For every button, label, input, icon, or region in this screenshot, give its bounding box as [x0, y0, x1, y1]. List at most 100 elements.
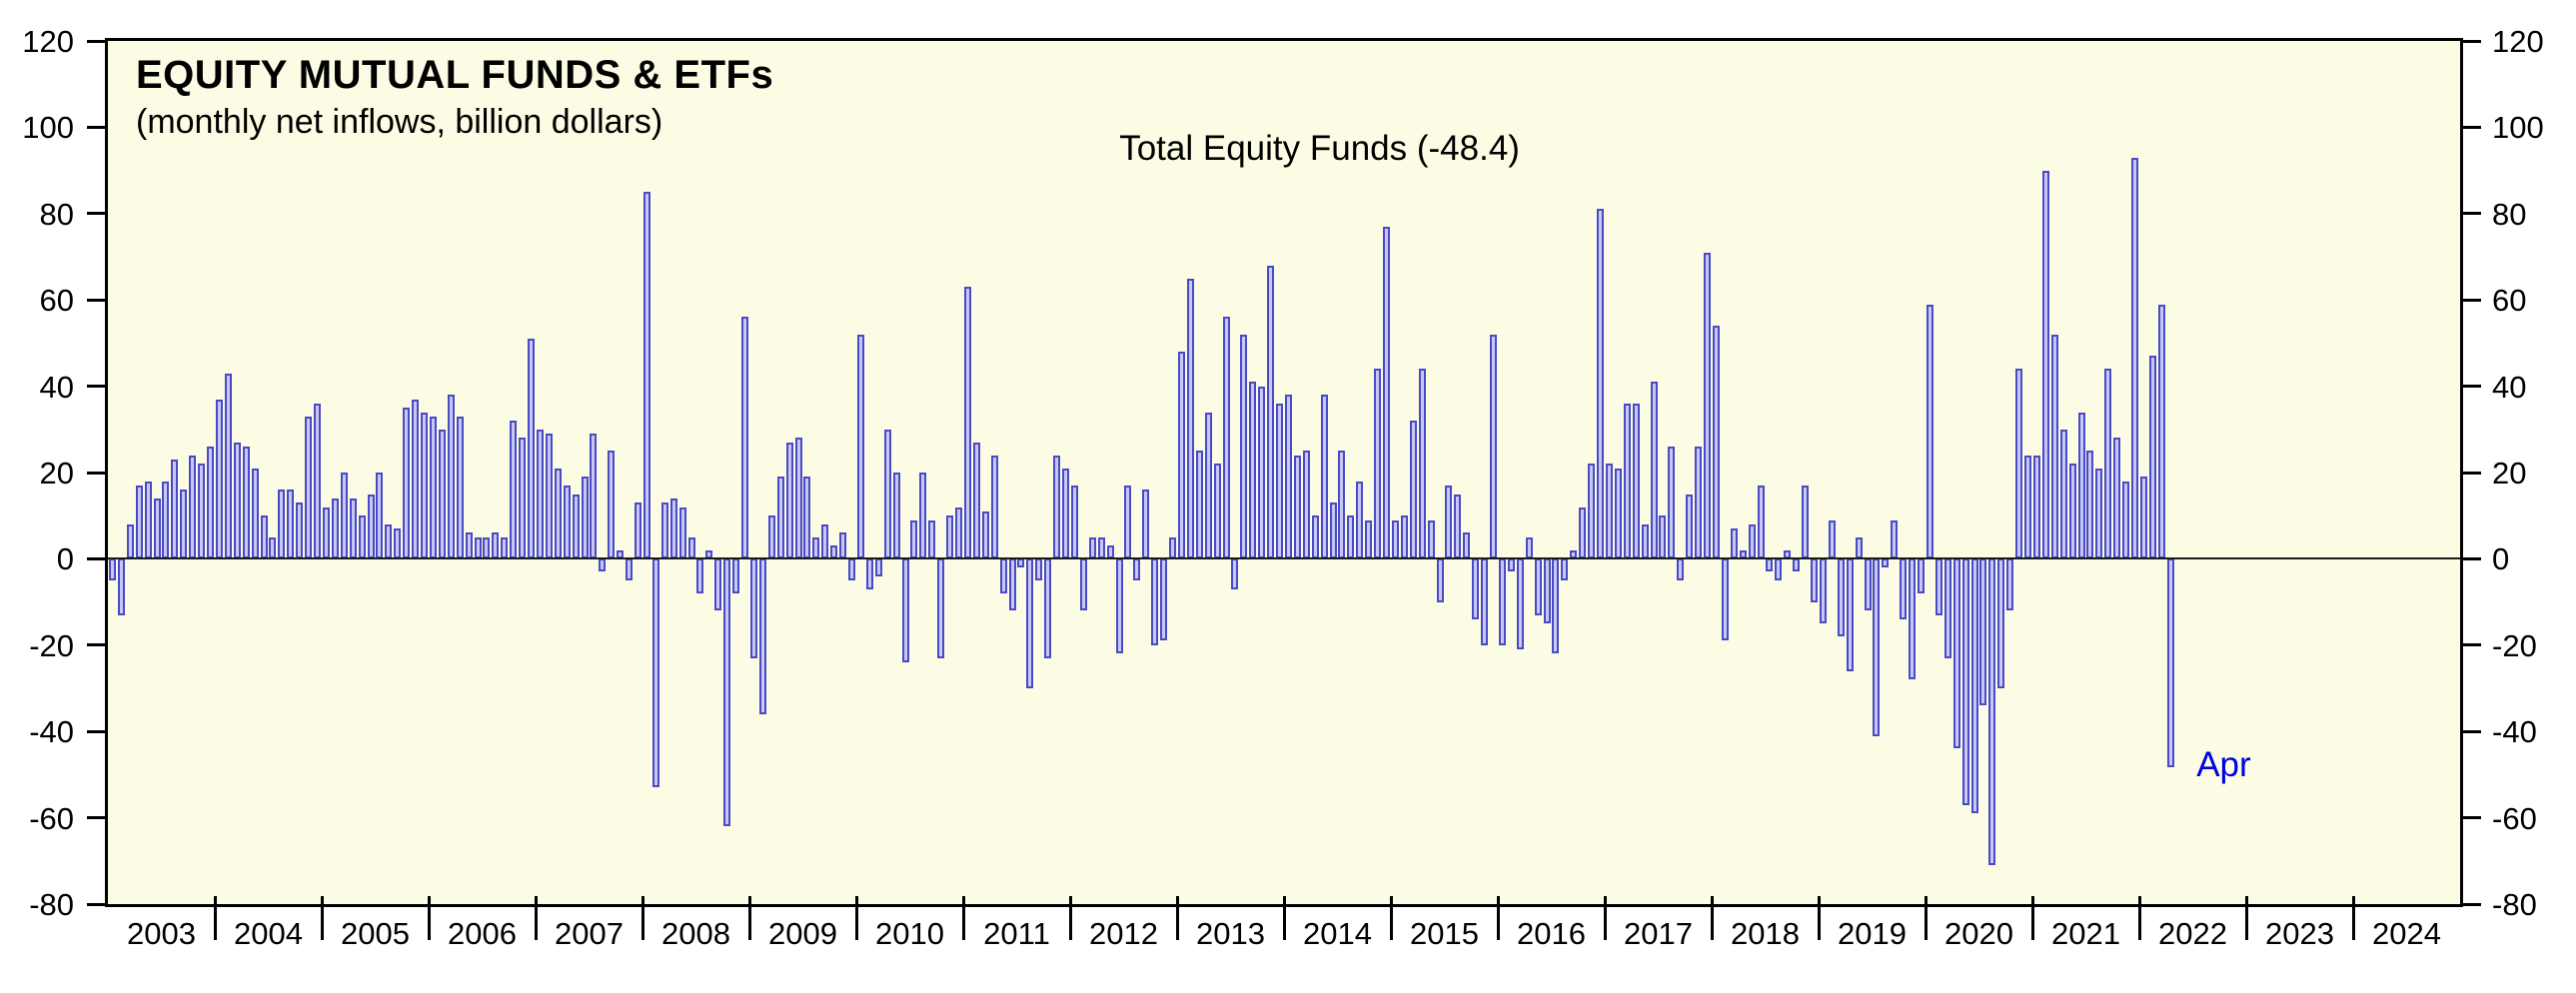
- bar: [1766, 558, 1774, 572]
- y-axis-tick-right: [2463, 385, 2481, 389]
- bar: [1079, 558, 1087, 611]
- y-axis-tick-left: [87, 385, 105, 389]
- bar: [590, 434, 598, 559]
- bar: [581, 477, 589, 559]
- bar: [848, 558, 856, 580]
- bar: [910, 519, 918, 559]
- bar: [1579, 506, 1587, 559]
- bar: [946, 515, 954, 559]
- bar: [1463, 532, 1471, 559]
- y-axis-tick-left: [87, 729, 105, 733]
- y-axis-tick-left: [87, 556, 105, 560]
- bar: [260, 515, 268, 559]
- bar: [2122, 481, 2130, 559]
- bar: [1124, 485, 1132, 559]
- x-axis-tick: [1282, 896, 1286, 940]
- bar: [358, 515, 366, 559]
- x-axis-tick: [854, 896, 858, 940]
- x-axis-tick: [641, 896, 644, 940]
- y-axis-tick-right: [2463, 125, 2481, 129]
- x-axis-tick: [1389, 896, 1393, 940]
- bar: [2148, 356, 2156, 559]
- bar: [1258, 386, 1266, 559]
- bar: [1053, 455, 1061, 559]
- bar: [1802, 485, 1810, 559]
- bar: [376, 473, 384, 559]
- x-axis-tick: [2351, 896, 2355, 940]
- bar: [242, 447, 250, 559]
- bar: [643, 192, 650, 559]
- bar: [874, 558, 882, 576]
- bar: [1614, 468, 1622, 559]
- y-axis-tick-left: [87, 298, 105, 302]
- bar: [1249, 382, 1257, 559]
- y-axis-label-right: 40: [2492, 369, 2527, 405]
- bar: [1934, 558, 1942, 615]
- bar: [856, 334, 864, 559]
- y-axis-tick-right: [2463, 643, 2481, 647]
- bar: [438, 429, 446, 559]
- bar: [1347, 515, 1355, 559]
- bar: [1730, 528, 1738, 559]
- bar: [1177, 352, 1185, 559]
- x-axis-year-label: 2012: [1089, 916, 1158, 951]
- x-axis-tick: [1068, 896, 1072, 940]
- bar: [2024, 455, 2032, 559]
- bar: [189, 455, 197, 559]
- bar: [732, 558, 740, 593]
- y-axis-label-right: -60: [2492, 800, 2537, 836]
- bar: [447, 395, 455, 559]
- bar: [1748, 523, 1756, 559]
- bar: [403, 408, 411, 559]
- y-axis-tick-right: [2463, 298, 2481, 302]
- y-axis-tick-right: [2463, 556, 2481, 560]
- bar: [1231, 558, 1239, 589]
- bar: [2059, 429, 2067, 559]
- bar: [385, 523, 393, 559]
- bar: [937, 558, 945, 658]
- bar: [501, 536, 509, 559]
- y-axis-tick-right: [2463, 816, 2481, 820]
- bar: [162, 481, 170, 559]
- bar: [1605, 464, 1613, 559]
- bar: [1481, 558, 1489, 645]
- bar: [608, 451, 616, 559]
- bar: [207, 447, 215, 559]
- bar: [1088, 536, 1096, 559]
- bar: [999, 558, 1007, 593]
- bar: [2086, 451, 2094, 559]
- series-annotation: Total Equity Funds (-48.4): [1119, 129, 1520, 168]
- bar: [1757, 485, 1765, 559]
- bar: [1320, 395, 1328, 559]
- bar: [233, 442, 241, 559]
- bar: [1952, 558, 1960, 749]
- bar: [1819, 558, 1827, 624]
- bar: [1302, 451, 1310, 559]
- bar: [812, 536, 820, 559]
- bar: [865, 558, 873, 589]
- bar: [1659, 515, 1667, 559]
- bar: [2041, 170, 2049, 559]
- bar: [1686, 494, 1694, 559]
- bar: [2077, 412, 2085, 559]
- bar: [545, 434, 553, 559]
- bar: [1775, 558, 1783, 580]
- bar: [1213, 464, 1221, 559]
- bar: [723, 558, 731, 827]
- bar: [1267, 265, 1275, 559]
- bar: [955, 506, 963, 559]
- bar: [1970, 558, 1978, 814]
- x-axis-year-label: 2008: [661, 916, 730, 951]
- bar: [171, 460, 179, 559]
- y-axis-label-left: 40: [39, 369, 74, 405]
- x-axis-year-label: 2011: [983, 916, 1050, 951]
- y-axis-label-left: 100: [22, 110, 74, 146]
- bar: [1588, 464, 1596, 559]
- bar: [1427, 519, 1435, 559]
- bar: [1793, 558, 1801, 572]
- bar: [1445, 485, 1453, 559]
- bar: [1017, 558, 1025, 568]
- bar: [1979, 558, 1987, 706]
- bar: [1650, 382, 1658, 559]
- bar: [678, 506, 686, 559]
